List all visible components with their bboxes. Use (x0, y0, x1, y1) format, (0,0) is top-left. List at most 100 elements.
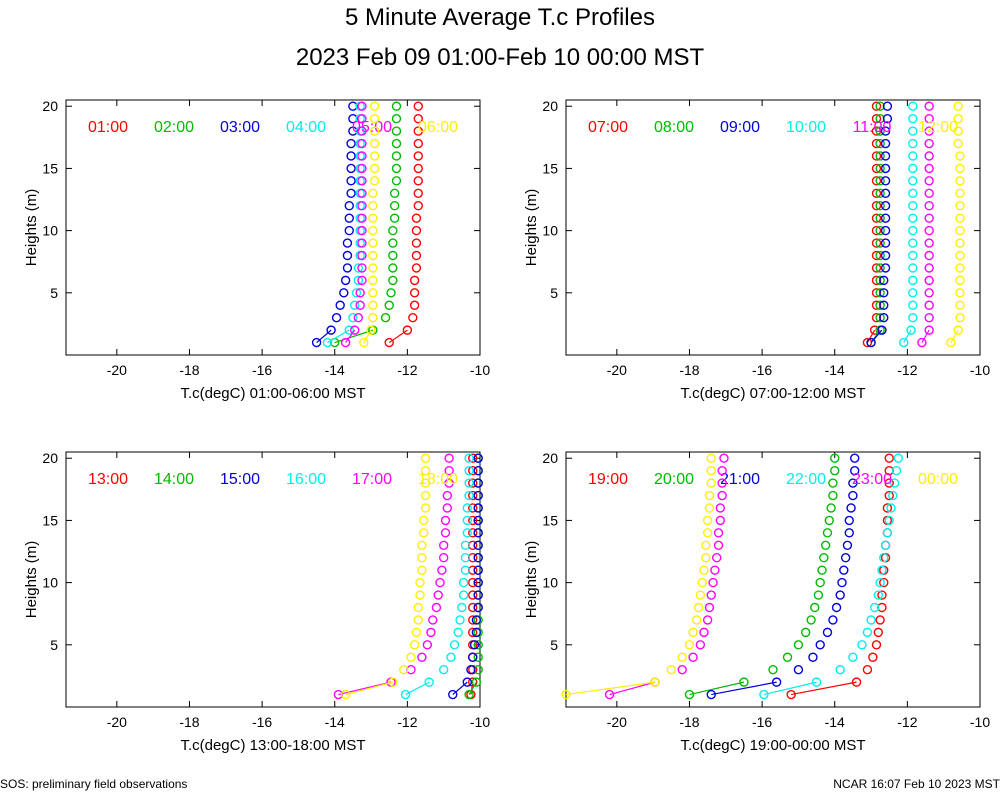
x-tick-label: -10 (470, 362, 490, 378)
data-point (391, 176, 402, 186)
data-point (357, 138, 367, 149)
data-point (875, 577, 885, 588)
legend-entry: 12:00 (918, 119, 958, 136)
data-point (684, 640, 695, 650)
data-point (810, 602, 820, 613)
data-point (848, 490, 858, 501)
data-point (366, 325, 376, 335)
data-point (342, 238, 353, 248)
data-point (346, 176, 356, 186)
profile-segment (565, 681, 656, 696)
legend-entry: 19:00 (588, 471, 628, 488)
data-point (462, 677, 472, 687)
data-point (413, 126, 423, 136)
profile-segment (316, 329, 332, 344)
data-point (717, 490, 727, 501)
data-point (706, 465, 716, 476)
data-point (955, 300, 965, 310)
data-point (386, 288, 396, 298)
data-point (311, 337, 322, 348)
data-point (688, 652, 698, 662)
data-point (871, 163, 882, 174)
data-point (342, 263, 353, 273)
data-point (346, 163, 356, 174)
data-point (850, 465, 860, 476)
profile-panel-2: -20 -18 -16 -14 -12 -10 5 10 15 20 T.c(degC) 07:00… (523, 98, 990, 402)
series-0000 (561, 453, 716, 700)
data-point (438, 553, 449, 563)
data-point (462, 528, 472, 538)
data-point (357, 176, 367, 186)
data-point (871, 101, 882, 111)
data-point (844, 515, 854, 526)
data-point (391, 151, 402, 161)
x-tick-label: -12 (897, 362, 917, 378)
data-point (768, 664, 778, 675)
data-point (880, 250, 891, 261)
data-point (468, 540, 478, 550)
data-point (340, 337, 351, 348)
data-point (869, 602, 880, 613)
data-point (842, 540, 853, 550)
data-point (369, 138, 380, 149)
data-point (420, 503, 431, 513)
x-axis-label: T.c(degC) 19:00-00:00 MST (680, 737, 865, 754)
data-point (835, 590, 845, 600)
data-point (879, 300, 889, 310)
data-point (473, 453, 483, 463)
data-point (473, 640, 483, 650)
series-1100 (917, 101, 934, 348)
data-point (699, 565, 709, 575)
data-point (955, 201, 965, 211)
data-point (468, 528, 478, 538)
data-point (871, 225, 882, 236)
data-point (473, 553, 483, 563)
data-point (406, 664, 416, 675)
data-point (924, 201, 934, 211)
data-point (368, 288, 378, 298)
data-point (850, 453, 860, 463)
data-point (473, 664, 483, 675)
data-point (875, 250, 885, 261)
series-2000 (684, 453, 840, 700)
data-point (830, 453, 840, 463)
data-point (875, 288, 885, 298)
data-point (469, 640, 480, 650)
data-point (409, 275, 420, 286)
series-0800 (866, 101, 885, 348)
legend-entry: 20:00 (654, 471, 694, 488)
data-point (444, 453, 454, 463)
data-point (880, 163, 891, 174)
data-point (473, 565, 483, 575)
data-point (468, 503, 478, 513)
legend-entry: 14:00 (154, 471, 194, 488)
data-point (871, 312, 882, 323)
profile-segment (334, 329, 374, 344)
data-point (468, 553, 478, 563)
data-point (388, 677, 398, 687)
data-point (468, 602, 478, 613)
data-point (353, 263, 364, 273)
data-point (908, 151, 918, 161)
profile-segment (950, 329, 959, 343)
data-point (908, 138, 918, 149)
data-point (908, 300, 918, 310)
series-1600 (400, 453, 474, 700)
data-point (955, 151, 965, 161)
profile-panel-3: -20 -18 -16 -14 -12 -10 5 10 15 20 T.c(degC) 13:00… (23, 450, 490, 754)
data-point (908, 238, 918, 248)
x-tick-label: -16 (752, 362, 772, 378)
data-point (917, 337, 927, 348)
data-point (875, 101, 885, 111)
data-point (719, 453, 729, 463)
data-point (880, 201, 891, 211)
data-point (464, 490, 474, 501)
data-point (440, 528, 451, 538)
y-axis-label: Heights (m) (23, 189, 40, 267)
data-point (438, 540, 449, 550)
data-point (342, 250, 353, 261)
data-point (828, 478, 838, 488)
series-0700 (862, 101, 882, 348)
y-tick-label: 5 (50, 285, 58, 301)
